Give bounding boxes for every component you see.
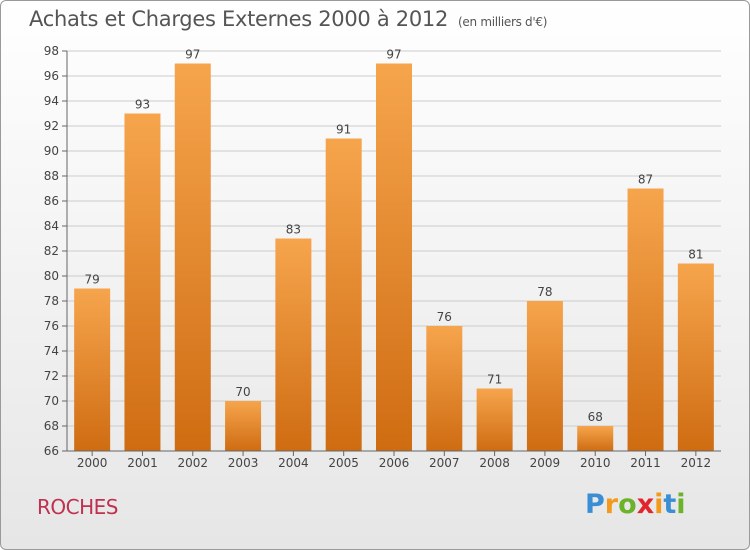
bar-2004	[275, 238, 312, 451]
chart-title: Achats et Charges Externes 2000 à 2012 (e…	[29, 7, 547, 31]
bar-2007	[426, 326, 463, 451]
x-tick-label: 2012	[681, 456, 712, 470]
bar-2008	[476, 388, 513, 451]
bar-2005	[325, 138, 362, 451]
y-tick-label: 72	[44, 369, 59, 383]
bars: 79 93 97 70 83 91 97 76 71 78 68 87 81	[74, 48, 714, 451]
bar-2009	[526, 301, 563, 451]
proxiti-logo[interactable]: Proxiti	[585, 489, 686, 520]
y-tick-label: 78	[44, 294, 59, 308]
x-tick-label: 2001	[127, 456, 158, 470]
chart-unit: (en milliers d'€)	[458, 15, 548, 29]
axes: 66 68 70 72 74 76 78 80 82 84 86 88 90 92 94 96 98 2000 20…	[44, 44, 721, 470]
bar-value-label: 97	[386, 48, 401, 62]
y-tick-label: 70	[44, 394, 59, 408]
y-tick-label: 84	[44, 219, 59, 233]
y-tick-label: 96	[44, 69, 59, 83]
bar-2001	[124, 113, 161, 451]
bar-value-label: 83	[286, 223, 301, 237]
y-tick-label: 82	[44, 244, 59, 258]
bar-2011	[627, 188, 664, 451]
y-tick-label: 98	[44, 44, 59, 58]
x-tick-label: 2000	[77, 456, 108, 470]
y-tick-label: 86	[44, 194, 59, 208]
logo-letter: o	[618, 489, 637, 520]
y-tick-label: 80	[44, 269, 59, 283]
bar-2002	[174, 63, 211, 451]
x-tick-label: 2010	[580, 456, 611, 470]
bar-value-label: 91	[336, 123, 351, 137]
logo-letter: P	[585, 489, 605, 520]
logo-letter: t	[663, 489, 677, 520]
logo-letter: x	[636, 489, 655, 520]
bar-value-label: 81	[688, 248, 703, 262]
y-tick-label: 90	[44, 144, 59, 158]
x-tick-label: 2002	[177, 456, 208, 470]
bar-2006	[376, 63, 412, 451]
bar-2000	[74, 288, 111, 451]
bar-value-label: 68	[588, 410, 603, 424]
bar-value-label: 79	[85, 273, 100, 287]
logo-letter: i	[676, 489, 686, 520]
x-tick-label: 2006	[379, 456, 410, 470]
bar-value-label: 87	[638, 173, 653, 187]
bar-value-label: 76	[437, 310, 452, 324]
x-tick-label: 2005	[328, 456, 359, 470]
x-tick-label: 2003	[228, 456, 259, 470]
bar-2003	[225, 401, 262, 451]
x-tick-label: 2009	[530, 456, 561, 470]
y-tick-label: 88	[44, 169, 59, 183]
y-tick-label: 92	[44, 119, 59, 133]
x-tick-label: 2007	[429, 456, 460, 470]
bar-value-label: 78	[537, 285, 552, 299]
y-tick-label: 68	[44, 419, 59, 433]
bar-value-label: 71	[487, 373, 502, 387]
bar-value-label: 70	[235, 385, 250, 399]
bar-2010	[577, 426, 614, 451]
y-tick-label: 66	[44, 444, 59, 458]
bar-2012	[677, 263, 714, 451]
logo-letter: i	[654, 489, 664, 520]
y-tick-label: 94	[44, 94, 59, 108]
x-tick-label: 2011	[630, 456, 661, 470]
logo-letter: r	[604, 489, 619, 520]
x-tick-label: 2008	[479, 456, 510, 470]
bar-value-label: 93	[135, 98, 150, 112]
y-tick-label: 76	[44, 319, 59, 333]
x-tick-label: 2004	[278, 456, 309, 470]
bar-value-label: 97	[185, 48, 200, 62]
commune-name: ROCHES	[37, 495, 118, 519]
chart-title-text: Achats et Charges Externes 2000 à 2012	[29, 7, 449, 31]
y-tick-label: 74	[44, 344, 59, 358]
